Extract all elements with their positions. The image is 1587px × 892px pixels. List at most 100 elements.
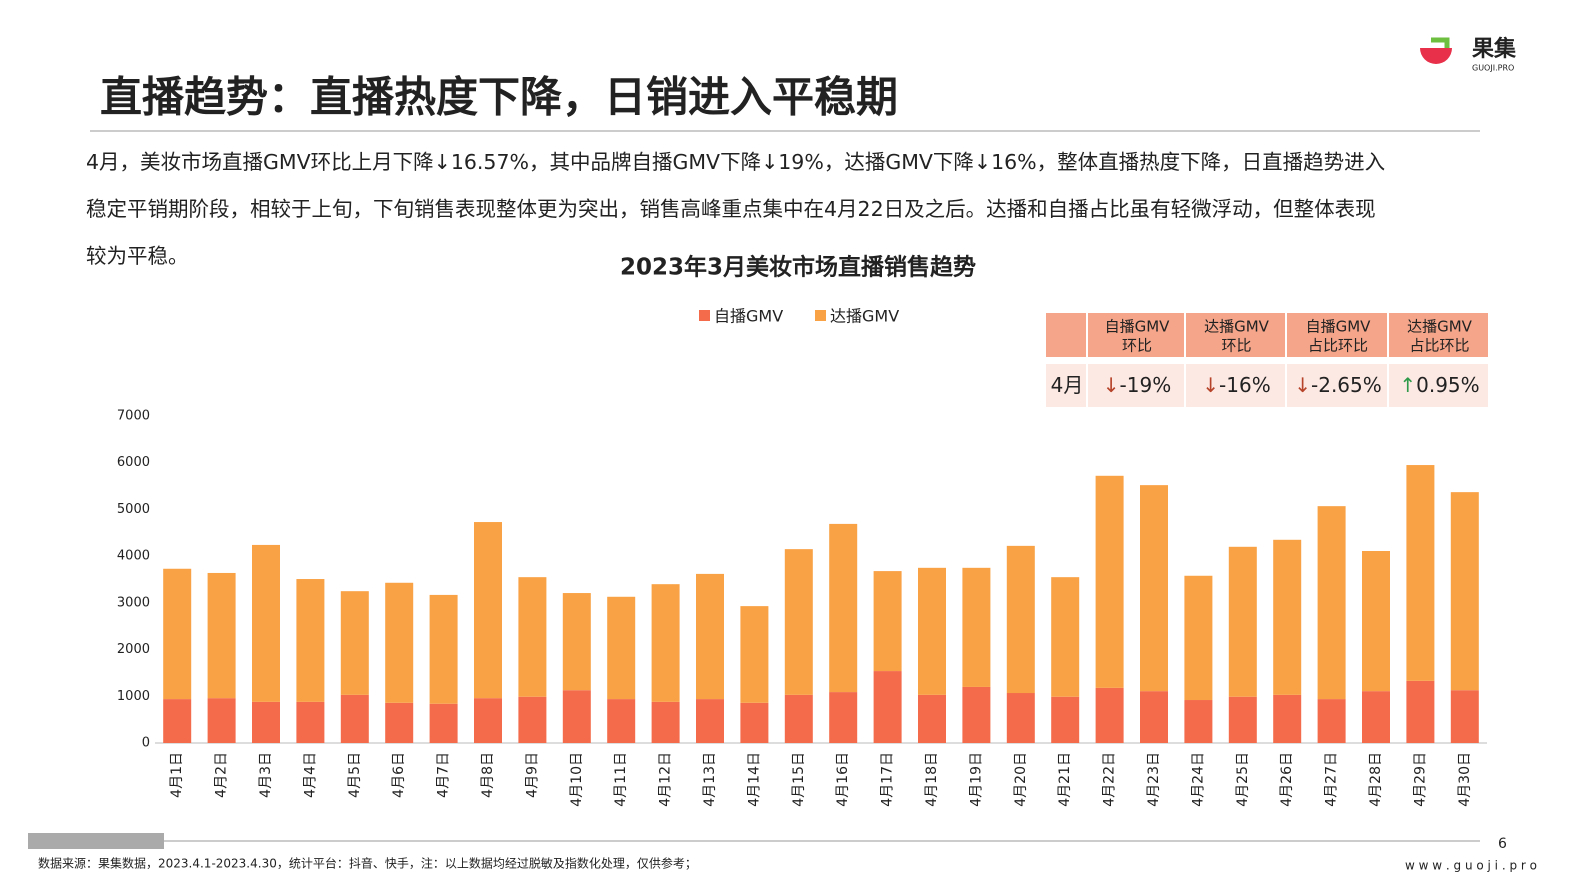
x-tick-label: 4月3日: [258, 752, 274, 798]
bar-segment: [1051, 577, 1080, 697]
x-tick-label: 4月22日: [1102, 752, 1118, 807]
bar-segment: [340, 694, 369, 743]
bar-segment: [429, 703, 458, 743]
bar-segment: [784, 694, 813, 743]
progress-bar: [28, 833, 164, 849]
table-header-text: 自播GMV: [1306, 318, 1372, 336]
table-value: 0.95%: [1416, 373, 1480, 397]
y-tick-label: 0: [142, 736, 150, 751]
x-tick-label: 4月8日: [480, 752, 496, 798]
x-tick-label: 4月9日: [524, 752, 540, 798]
bar-segment: [1406, 680, 1435, 743]
legend-label: 自播GMV: [714, 307, 783, 326]
y-tick-label: 2000: [117, 642, 150, 657]
legend-swatch: [815, 310, 826, 321]
x-tick-label: 4月20日: [1013, 752, 1029, 807]
body-text: 4月，美妆市场直播GMV环比上月下降↓16.57%，其中品牌自播GMV下降↓19…: [86, 150, 1385, 174]
bar-segment: [1228, 696, 1257, 743]
bar-segment: [873, 671, 902, 743]
bar-segment: [340, 591, 369, 695]
bar-segment: [1184, 575, 1213, 701]
bar-segment: [1006, 693, 1035, 743]
bar-segment: [696, 699, 724, 743]
x-tick-label: 4月21日: [1057, 752, 1073, 807]
table-cell-text: ↑0.95%: [1399, 373, 1479, 397]
page-number: 6: [1498, 836, 1507, 852]
x-tick-label: 4月11日: [613, 752, 629, 807]
x-tick-label: 4月27日: [1324, 752, 1340, 807]
site: w w w . g u o j i . p r o: [1405, 859, 1537, 873]
table-cell: [1287, 364, 1387, 407]
x-tick-label: 4月23日: [1146, 752, 1162, 807]
x-tick-label: 4月6日: [391, 752, 407, 798]
bar-segment: [1450, 492, 1479, 691]
table-arrow: ↓: [1202, 373, 1219, 397]
bar-segment: [829, 692, 858, 743]
bar-segment: [1362, 551, 1390, 692]
bar-segment: [163, 568, 192, 700]
bar-segment: [385, 702, 414, 743]
x-tick-label: 4月18日: [924, 752, 940, 807]
bar-segment: [562, 690, 591, 743]
bar-segment: [385, 582, 414, 703]
bar-segment: [1006, 545, 1035, 694]
table-header-cell: [1186, 313, 1285, 357]
table-header-text: 达播GMV: [1204, 318, 1270, 336]
bar-segment: [474, 522, 502, 699]
x-tick-label: 4月12日: [658, 752, 674, 807]
bar-segment: [651, 701, 680, 743]
legend-label: 达播GMV: [830, 307, 899, 326]
bar-segment: [696, 573, 724, 700]
bar-segment: [962, 567, 991, 687]
table-header-cell: [1389, 313, 1488, 357]
bar-segment: [518, 696, 547, 743]
logo-sub: GUOJI.PRO: [1472, 64, 1514, 73]
bar-segment: [1184, 700, 1213, 743]
logo-leaf: [1431, 37, 1450, 48]
x-tick-label: 4月4日: [302, 752, 318, 798]
y-tick-label: 3000: [117, 595, 150, 610]
bar-segment: [918, 694, 946, 743]
bar-segment: [607, 596, 636, 700]
x-tick-label: 4月16日: [835, 752, 851, 807]
table-cell: [1389, 364, 1488, 407]
x-tick-label: 4月2日: [214, 752, 230, 798]
legend-swatch: [699, 310, 710, 321]
logo-mark: [1420, 48, 1452, 64]
table-header-cell: [1287, 313, 1387, 357]
x-tick-label: 4月17日: [880, 752, 896, 807]
bar-segment: [163, 699, 192, 743]
chart-title: 2023年3月美妆市场直播销售趋势: [620, 254, 976, 281]
x-tick-label: 4月13日: [702, 752, 718, 807]
table-value: 4月: [1051, 373, 1084, 397]
bar-segment: [1140, 691, 1168, 743]
table-cell-text: ↓-19%: [1103, 373, 1171, 397]
bar-segment: [607, 699, 636, 743]
table-header-cell: [1088, 313, 1184, 357]
bar-segment: [651, 584, 680, 702]
x-tick-label: 4月26日: [1279, 752, 1295, 807]
bar-segment: [474, 698, 502, 743]
x-tick-label: 4月7日: [436, 752, 452, 798]
x-tick-label: 4月29日: [1412, 752, 1428, 807]
y-tick-label: 1000: [117, 689, 150, 704]
y-tick-label: 4000: [117, 549, 150, 564]
bar-segment: [740, 606, 769, 703]
bar-segment: [918, 567, 946, 695]
source-note: 数据来源：果集数据，2023.4.1-2023.4.30，统计平台：抖音、快手，…: [38, 856, 697, 871]
bar-segment: [1140, 485, 1168, 692]
bar-segment: [1362, 691, 1390, 743]
bar-segment: [252, 701, 280, 743]
x-tick-label: 4月10日: [569, 752, 585, 807]
bar-segment: [1228, 546, 1257, 697]
table-arrow: ↑: [1399, 373, 1416, 397]
table-header-text: 环比: [1122, 337, 1152, 355]
table-cell: [1046, 364, 1086, 407]
bar-segment: [1450, 690, 1479, 743]
x-tick-label: 4月19日: [968, 752, 984, 807]
table-cell-text: ↓-2.65%: [1294, 373, 1382, 397]
table-value: -2.65%: [1311, 373, 1382, 397]
y-tick-label: 7000: [117, 409, 150, 424]
body-text: 稳定平销期阶段，相较于上旬，下旬销售表现整体更为突出，销售高峰重点集中在4月22…: [86, 197, 1376, 221]
